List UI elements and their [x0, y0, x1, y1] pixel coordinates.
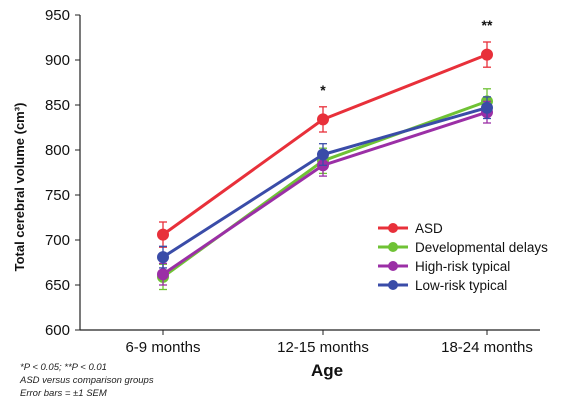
x-tick-label: 12-15 months: [277, 339, 369, 356]
series-layer: [157, 41, 493, 291]
y-axis-title: Total cerebral volume (cm³): [12, 103, 27, 272]
legend-item: Developmental delays: [378, 240, 548, 255]
legend-item: ASD: [378, 221, 443, 236]
data-point: [157, 228, 169, 241]
footnote-comparison: ASD versus comparison groups: [20, 375, 154, 386]
legend-label: High-risk typical: [415, 259, 510, 274]
data-point: [481, 101, 493, 114]
legend: ASD Developmental delays High-risk typical…: [378, 221, 548, 293]
y-tick-label: 850: [45, 97, 70, 114]
footnote-error-bars: Error bars = ±1 SEM: [20, 388, 107, 399]
legend-swatch-marker: [388, 280, 398, 290]
y-tick-label: 900: [45, 52, 70, 69]
data-point: [481, 48, 493, 61]
x-tick-label: 18-24 months: [441, 339, 533, 356]
x-axis-ticks: 6-9 months 12-15 months 18-24 months: [125, 330, 533, 356]
legend-swatch-marker: [388, 242, 398, 252]
data-point: [157, 251, 169, 264]
legend-swatch-marker: [388, 261, 398, 271]
y-tick-label: 950: [45, 7, 70, 24]
significance-marker: **: [482, 17, 493, 33]
legend-item: High-risk typical: [378, 259, 510, 274]
significance-annotations: ***: [320, 17, 493, 98]
x-tick-label: 6-9 months: [125, 339, 200, 356]
y-tick-label: 600: [45, 322, 70, 339]
legend-label: ASD: [415, 221, 443, 236]
y-axis-ticks: 600 650 700 750 800 850 900 950: [45, 7, 80, 339]
footnote-significance: *P < 0.05; **P < 0.01: [20, 362, 107, 373]
y-tick-label: 650: [45, 277, 70, 294]
axes: [79, 15, 540, 331]
legend-label: Developmental delays: [415, 240, 548, 255]
series-high-risk-typical: [157, 100, 493, 286]
legend-label: Low-risk typical: [415, 278, 507, 293]
series-low-risk-typical: [157, 96, 493, 269]
y-tick-label: 800: [45, 142, 70, 159]
data-point: [317, 148, 329, 161]
legend-item: Low-risk typical: [378, 278, 507, 293]
y-tick-label: 700: [45, 232, 70, 249]
x-axis-title: Age: [311, 361, 343, 380]
y-tick-label: 750: [45, 187, 70, 204]
data-point: [317, 113, 329, 126]
series-asd: [157, 41, 493, 248]
legend-swatch-marker: [388, 223, 398, 233]
data-point: [157, 268, 169, 281]
significance-marker: *: [320, 82, 326, 98]
